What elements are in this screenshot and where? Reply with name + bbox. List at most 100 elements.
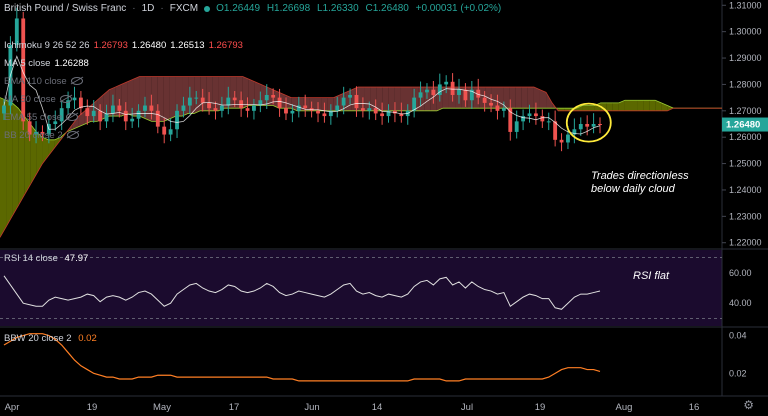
cloud-segment [394, 87, 401, 111]
candle-body [521, 116, 526, 122]
interval[interactable]: 1D [141, 3, 155, 14]
cloud-segment [655, 100, 662, 111]
cloud-segment [618, 100, 625, 111]
candle-body [585, 124, 590, 127]
candle-body [540, 116, 545, 122]
rsi-tick-label: 60.00 [729, 268, 752, 278]
candle-body [386, 110, 391, 117]
candle-body [130, 118, 135, 122]
candle-body [303, 105, 308, 109]
candle-body [245, 108, 250, 111]
cloud-segment [515, 87, 522, 109]
rsi-line [3, 275, 601, 310]
rsi-legend[interactable]: RSI 14 close 47.97 [4, 253, 88, 264]
cloud-segment [133, 76, 140, 117]
indicator-value: 1.26288 [54, 58, 89, 69]
cloud-segment [606, 102, 613, 111]
hidden-eye-icon[interactable] [59, 95, 72, 104]
cloud-segment [48, 139, 55, 156]
indicator-label: MA 50 close [4, 94, 56, 105]
indicator-legend-0[interactable]: Ichimoku 9 26 52 26 1.26793 1.26480 1.26513… [4, 40, 243, 51]
cloud-segment [212, 76, 219, 111]
cloud-segment [558, 108, 565, 111]
candle-body [341, 97, 346, 106]
bbw-label: BBW 20 close 2 [4, 333, 72, 344]
cloud-segment [442, 87, 449, 109]
hidden-eye-icon[interactable] [70, 77, 83, 86]
candle-body [348, 94, 352, 98]
candle-body [482, 97, 487, 103]
cloud-segment [521, 87, 528, 109]
cloud-segment [30, 124, 37, 185]
candle-body [162, 126, 167, 135]
candle-body [425, 89, 429, 93]
candle-body [591, 124, 596, 127]
candle-body [598, 124, 602, 125]
candle-body [226, 97, 231, 106]
indicator-label: Ichimoku 9 26 52 26 [4, 40, 90, 51]
cloud-segment [418, 87, 425, 111]
price-annotation-line-2: below daily cloud [591, 183, 675, 195]
bbw-tick-label: 0.02 [729, 368, 747, 378]
cloud-segment [273, 89, 280, 109]
cloud-segment [163, 76, 170, 122]
cloud-segment [388, 87, 395, 111]
cloud-segment [497, 87, 504, 109]
candle-body [194, 97, 199, 99]
indicator-legend-1[interactable]: MA 5 close 1.26288 [4, 58, 89, 69]
price-tick-label: 1.30000 [729, 27, 762, 37]
rsi-label: RSI 14 close [4, 253, 58, 264]
price-tick-label: 1.28000 [729, 79, 762, 89]
candle-body [104, 113, 109, 122]
candle-body [98, 110, 103, 122]
candle-body [559, 139, 564, 143]
candle-body [78, 97, 83, 109]
symbol-title[interactable]: British Pound / Swiss Franc [4, 3, 127, 14]
indicator-legend-4[interactable]: EMA 55 close [4, 112, 79, 123]
candle-body [553, 121, 558, 140]
candle-body [578, 124, 583, 130]
candle-body [40, 131, 45, 135]
settings-gear-icon[interactable]: ⚙ [743, 398, 754, 412]
indicator-legend-3[interactable]: MA 50 close [4, 94, 72, 105]
rsi-tick-label: 40.00 [729, 298, 752, 308]
bbw-legend[interactable]: BBW 20 close 2 0.02 [4, 333, 97, 344]
candle-body [117, 105, 122, 111]
time-tick-label: 14 [372, 402, 383, 413]
cloud-segment [127, 79, 134, 117]
cloud-segment [364, 87, 371, 111]
indicator-label: EMA 110 close [4, 76, 67, 87]
candle-body [444, 81, 449, 85]
candle-body [566, 134, 570, 143]
cloud-segment [315, 97, 322, 111]
time-tick-label: Jul [461, 402, 473, 413]
price-tick-label: 1.22000 [729, 238, 762, 248]
cloud-segment [382, 87, 389, 111]
candle-body [373, 108, 378, 114]
candle-body [264, 94, 269, 101]
cloud-segment [194, 76, 201, 114]
candle-body [367, 108, 372, 111]
indicator-legend-5[interactable]: BB 20 close 2 [4, 130, 79, 141]
bbw-line [3, 333, 601, 382]
cloud-segment [376, 87, 383, 111]
chart-header: British Pound / Swiss Franc · 1D · FXCM … [4, 3, 505, 14]
candle-body [284, 108, 288, 114]
rsi-annotation: RSI flat [633, 270, 670, 282]
candle-body [187, 97, 192, 106]
candle-body [2, 105, 6, 114]
price-annotation: Trades directionless below daily cloud [591, 170, 689, 196]
candle-body [168, 129, 173, 135]
cloud-segment [285, 94, 292, 109]
candle-body [489, 102, 493, 106]
senkou-span-a-line [0, 97, 722, 141]
time-tick-label: May [153, 402, 171, 413]
candle-body [457, 89, 461, 95]
hidden-eye-icon[interactable] [66, 113, 79, 122]
rsi-panel-background [0, 250, 722, 326]
candle-body [328, 110, 333, 117]
indicator-legend-2[interactable]: EMA 110 close [4, 76, 83, 87]
hidden-eye-icon[interactable] [66, 131, 79, 140]
market-status-icon [204, 5, 211, 12]
